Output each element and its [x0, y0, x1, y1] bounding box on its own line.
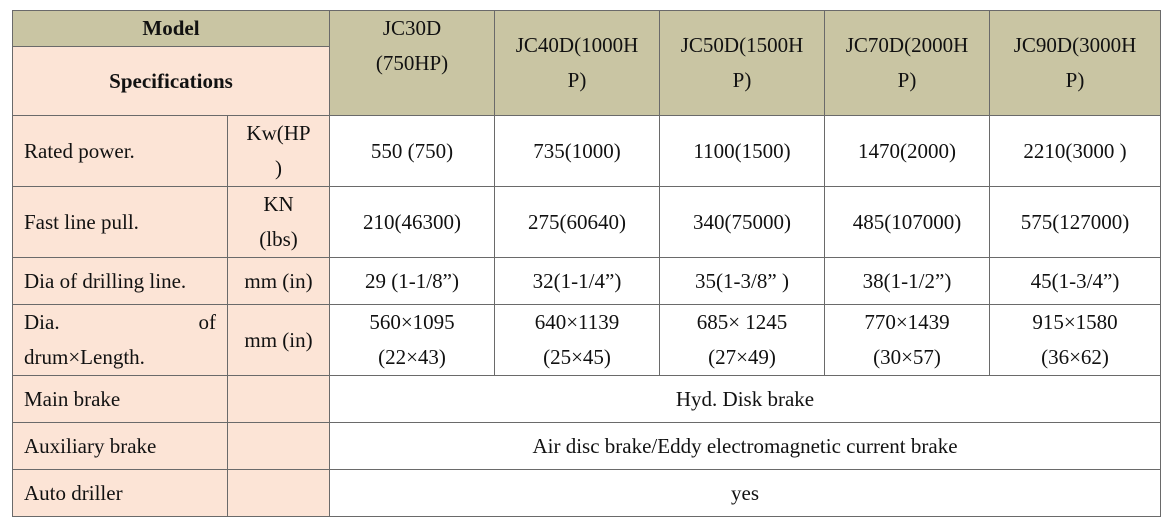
- table-row-auxiliary-brake: Auxiliary brake Air disc brake/Eddy elec…: [12, 422, 1161, 470]
- model-column-line1: JC30D: [382, 16, 442, 40]
- row-label-word: Dia.: [24, 310, 60, 334]
- header-row-top: Model JC30D (750HP) JC40D(1000H P) JC50D…: [12, 10, 1161, 116]
- table-cell: 275(60640): [494, 186, 660, 258]
- row-label-word: of: [198, 310, 217, 334]
- row-unit: [227, 469, 330, 517]
- table-cell-merged: Hyd. Disk brake: [329, 375, 1161, 423]
- row-label: Fast line pull.: [12, 186, 228, 258]
- model-column-jc40d: JC40D(1000H P): [494, 10, 660, 116]
- table-cell: 915×1580 (36×62): [989, 304, 1161, 376]
- cell-line2: (30×57): [873, 345, 941, 369]
- cell-line2: (36×62): [1041, 345, 1109, 369]
- row-label: Dia. of drum×Length.: [12, 304, 228, 376]
- table-cell: 45(1-3/4”): [989, 257, 1161, 305]
- row-unit: [227, 422, 330, 470]
- unit-line1: KN: [263, 192, 294, 216]
- row-unit: Kw(HP ): [227, 115, 330, 187]
- specifications-table: Model JC30D (750HP) JC40D(1000H P) JC50D…: [12, 10, 1161, 517]
- cell-line2: (25×45): [543, 345, 611, 369]
- model-column-line2: P): [1065, 68, 1085, 92]
- model-column-line2: P): [567, 68, 587, 92]
- table-cell: 485(107000): [824, 186, 990, 258]
- table-cell: 35(1-3/8” ): [659, 257, 825, 305]
- cell-line2: (22×43): [378, 345, 446, 369]
- row-label: Auto driller: [12, 469, 228, 517]
- row-label: Dia of drilling line.: [12, 257, 228, 305]
- table-cell: 550 (750): [329, 115, 495, 187]
- table-cell: 38(1-1/2”): [824, 257, 990, 305]
- unit-line1: Kw(HP: [246, 121, 311, 145]
- row-label-line1: Dia. of: [24, 305, 227, 340]
- row-unit: mm (in): [227, 257, 330, 305]
- table-row-auto-driller: Auto driller yes: [12, 469, 1161, 517]
- table-cell: 560×1095 (22×43): [329, 304, 495, 376]
- table-cell: 770×1439 (30×57): [824, 304, 990, 376]
- cell-line1: 685× 1245: [696, 310, 788, 334]
- table-cell-merged: Air disc brake/Eddy electromagnetic curr…: [329, 422, 1161, 470]
- table-row-main-brake: Main brake Hyd. Disk brake: [12, 375, 1161, 423]
- row-label: Main brake: [12, 375, 228, 423]
- model-column-jc70d: JC70D(2000H P): [824, 10, 990, 116]
- table-cell: 1100(1500): [659, 115, 825, 187]
- table-row-dia-drilling-line: Dia of drilling line. mm (in) 29 (1-1/8”…: [12, 257, 1161, 305]
- table-cell: 685× 1245 (27×49): [659, 304, 825, 376]
- model-column-jc90d: JC90D(3000H P): [989, 10, 1161, 116]
- unit-line2: (lbs): [259, 227, 298, 251]
- model-column-line1: JC90D(3000H: [1013, 33, 1137, 57]
- table-cell: 32(1-1/4”): [494, 257, 660, 305]
- model-header: Model: [12, 10, 330, 47]
- cell-line1: 560×1095: [369, 310, 455, 334]
- model-column-line1: JC40D(1000H: [515, 33, 639, 57]
- model-column-line2: P): [897, 68, 917, 92]
- model-column-jc30d: JC30D (750HP): [329, 10, 495, 116]
- table-cell: 29 (1-1/8”): [329, 257, 495, 305]
- table-row-rated-power: Rated power. Kw(HP ) 550 (750) 735(1000)…: [12, 115, 1161, 187]
- model-column-line1: JC70D(2000H: [845, 33, 969, 57]
- unit-line2: ): [275, 156, 282, 180]
- row-label-line2: drum×Length.: [24, 345, 145, 369]
- cell-line1: 915×1580: [1032, 310, 1118, 334]
- table-cell: 735(1000): [494, 115, 660, 187]
- row-label: Auxiliary brake: [12, 422, 228, 470]
- table-cell-merged: yes: [329, 469, 1161, 517]
- row-unit: mm (in): [227, 304, 330, 376]
- table-cell: 2210(3000 ): [989, 115, 1161, 187]
- model-column-line2: P): [732, 68, 752, 92]
- table-row-drum-size: Dia. of drum×Length. mm (in) 560×1095 (2…: [12, 304, 1161, 376]
- row-label: Rated power.: [12, 115, 228, 187]
- row-unit: [227, 375, 330, 423]
- table-cell: 1470(2000): [824, 115, 990, 187]
- row-unit: KN (lbs): [227, 186, 330, 258]
- table-cell: 640×1139 (25×45): [494, 304, 660, 376]
- cell-line1: 640×1139: [534, 310, 620, 334]
- model-column-line1: JC50D(1500H: [680, 33, 804, 57]
- header-row-bottom: Specifications: [12, 46, 1161, 116]
- model-column-jc50d: JC50D(1500H P): [659, 10, 825, 116]
- table-cell: 575(127000): [989, 186, 1161, 258]
- table-cell: 340(75000): [659, 186, 825, 258]
- table-row-fast-line-pull: Fast line pull. KN (lbs) 210(46300) 275(…: [12, 186, 1161, 258]
- cell-line2: (27×49): [708, 345, 776, 369]
- cell-line1: 770×1439: [864, 310, 950, 334]
- model-column-line2: (750HP): [375, 51, 449, 75]
- specifications-header: Specifications: [12, 46, 330, 116]
- table-cell: 210(46300): [329, 186, 495, 258]
